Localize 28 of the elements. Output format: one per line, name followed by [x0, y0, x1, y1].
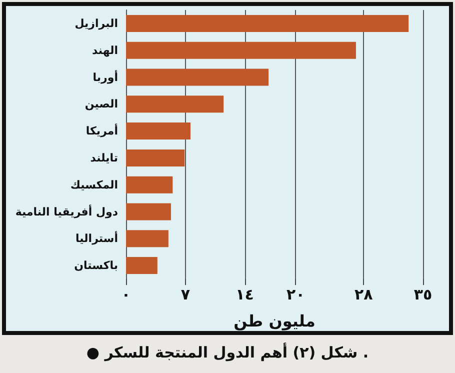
y-tick-label: أوربا — [92, 70, 118, 84]
x-axis-title: مليون طن — [234, 312, 316, 330]
y-tick-label: الهند — [92, 44, 118, 57]
y-tick-label: أستراليا — [76, 231, 118, 246]
x-tick-label: ٢٨ — [354, 286, 373, 304]
bar — [126, 203, 171, 220]
bar — [126, 149, 185, 166]
y-tick-label: تايلند — [90, 151, 118, 164]
x-tick-label: ٧ — [180, 286, 190, 304]
x-tick-label: ٢٠ — [286, 286, 305, 304]
y-tick-label: البرازيل — [74, 16, 118, 30]
y-tick-label: باكستان — [74, 259, 118, 272]
bar — [126, 96, 224, 113]
y-tick-label: دول أفريقيا النامية — [15, 204, 118, 218]
x-tick-label: ١٤ — [236, 286, 254, 304]
bar — [126, 176, 173, 194]
bar — [126, 257, 158, 274]
bar — [126, 42, 356, 59]
bar — [126, 122, 190, 140]
x-tick-label: ٠ — [121, 286, 131, 304]
text: ● شكل (٢) أهم الدول المنتجة للسكر . — [86, 342, 369, 362]
y-tick-label: أمريكا — [86, 124, 118, 138]
bar — [126, 68, 269, 86]
y-tick-label: الصين — [84, 98, 118, 111]
bar — [126, 14, 409, 32]
x-tick-label: ٣٥ — [414, 286, 432, 304]
bar — [126, 230, 168, 248]
y-tick-label: المكسيك — [70, 178, 118, 192]
